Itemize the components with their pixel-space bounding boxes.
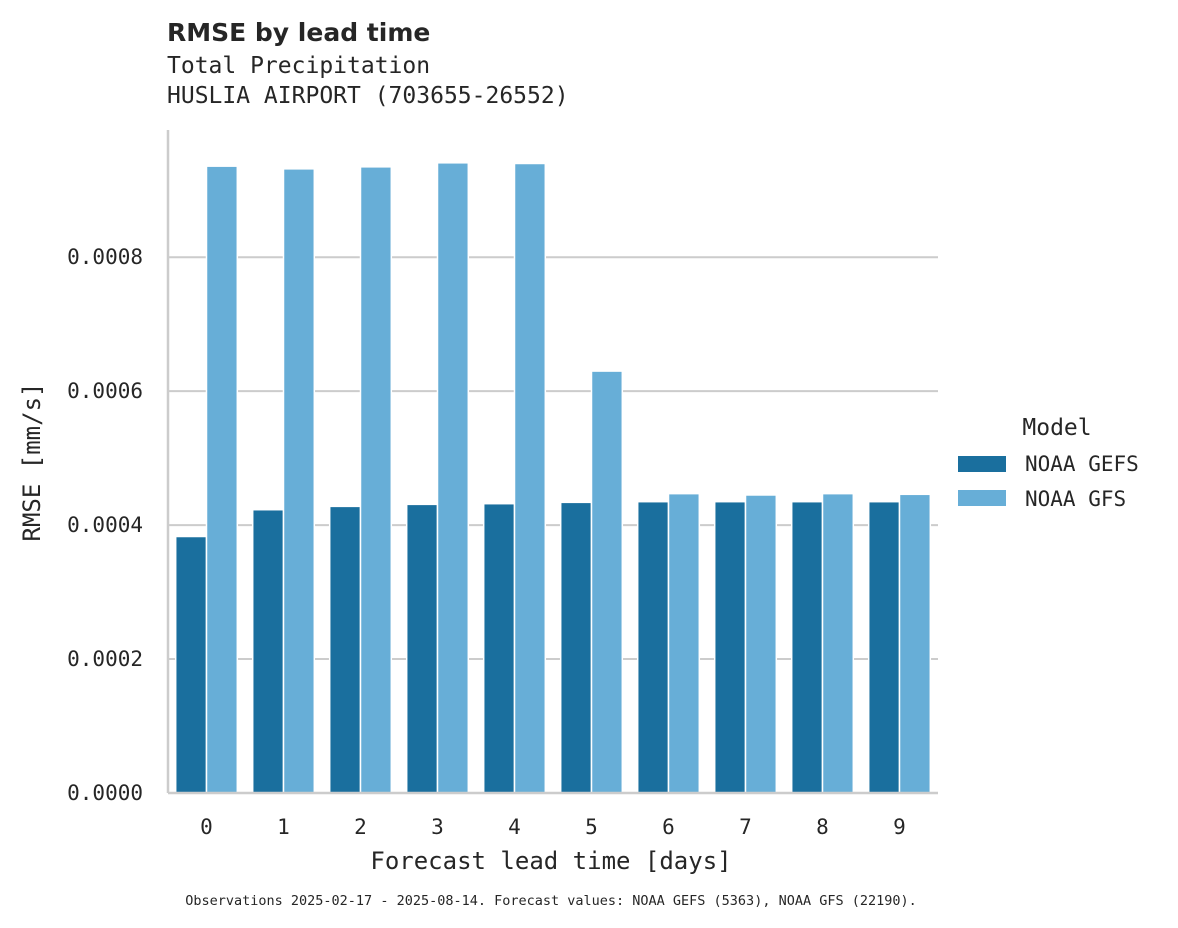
- bar-noaa-gefs-day-9: [867, 500, 901, 794]
- legend-title: Model: [1022, 415, 1091, 441]
- chart-title: RMSE by lead time: [167, 18, 430, 47]
- bar-noaa-gefs-day-0: [174, 535, 208, 794]
- x-axis-label: Forecast lead time [days]: [370, 847, 731, 875]
- bar-noaa-gfs-day-9: [898, 493, 932, 794]
- bar-noaa-gefs-day-1: [251, 508, 285, 794]
- legend-label-noaa-gfs: NOAA GFS: [1025, 487, 1126, 511]
- bar-noaa-gfs-day-3: [436, 162, 470, 794]
- chart-subtitle-station: HUSLIA AIRPORT (703655-26552): [167, 83, 569, 109]
- x-tick-label: 4: [508, 815, 521, 839]
- y-tick-label: 0.0004: [67, 513, 143, 537]
- bar-noaa-gefs-day-6: [636, 500, 670, 794]
- x-tick-label: 7: [739, 815, 752, 839]
- x-tick-labels: 0 1 2 3 4 5 6 7 8 9: [200, 815, 906, 839]
- y-tick-label: 0.0006: [67, 379, 143, 403]
- bars: [174, 162, 932, 794]
- bar-noaa-gefs-day-3: [405, 503, 439, 794]
- bar-noaa-gfs-day-6: [667, 492, 701, 794]
- bar-noaa-gfs-day-4: [513, 162, 547, 794]
- bar-noaa-gefs-day-7: [713, 500, 747, 794]
- x-tick-label: 0: [200, 815, 213, 839]
- bar-noaa-gefs-day-8: [790, 500, 824, 794]
- legend-swatch-noaa-gefs: [958, 456, 1006, 472]
- y-axis-label: RMSE [mm/s]: [18, 383, 46, 542]
- x-tick-label: 6: [662, 815, 675, 839]
- axes: [166, 130, 938, 795]
- bar-noaa-gefs-day-2: [328, 505, 362, 794]
- y-tick-label: 0.0000: [67, 781, 143, 805]
- x-tick-label: 8: [816, 815, 829, 839]
- bar-noaa-gefs-day-5: [559, 501, 593, 794]
- x-tick-label: 2: [354, 815, 367, 839]
- x-tick-label: 3: [431, 815, 444, 839]
- y-tick-label: 0.0008: [67, 245, 143, 269]
- legend-swatch-noaa-gfs: [958, 490, 1006, 506]
- bar-noaa-gfs-day-1: [282, 168, 316, 794]
- bar-noaa-gfs-day-8: [821, 492, 855, 794]
- bar-noaa-gfs-day-2: [359, 166, 393, 794]
- legend-label-noaa-gefs: NOAA GEFS: [1025, 452, 1139, 476]
- chart-subtitle-variable: Total Precipitation: [167, 53, 430, 79]
- x-tick-label: 5: [585, 815, 598, 839]
- y-tick-label: 0.0002: [67, 647, 143, 671]
- bar-noaa-gefs-day-4: [482, 502, 516, 794]
- bar-noaa-gfs-day-5: [590, 370, 624, 794]
- bar-noaa-gfs-day-7: [744, 494, 778, 794]
- y-tick-labels: 0.0000 0.0002 0.0004 0.0006 0.0008: [67, 245, 143, 805]
- x-tick-label: 1: [277, 815, 290, 839]
- bar-noaa-gfs-day-0: [205, 165, 239, 794]
- legend: Model NOAA GEFS NOAA GFS: [958, 415, 1139, 511]
- x-tick-label: 9: [893, 815, 906, 839]
- footnote: Observations 2025-02-17 - 2025-08-14. Fo…: [185, 893, 917, 909]
